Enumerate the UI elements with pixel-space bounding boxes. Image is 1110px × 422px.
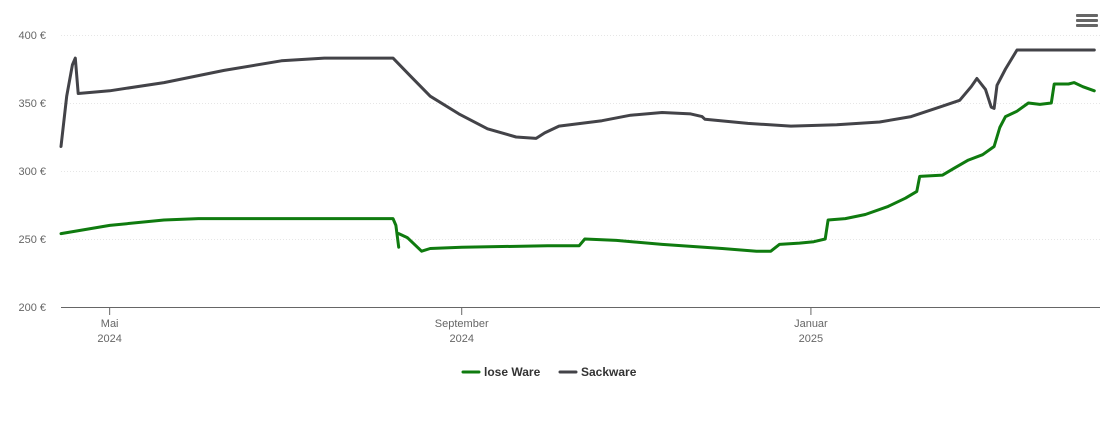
x-tick-label-year: 2024: [449, 333, 473, 345]
x-tick-label-year: 2024: [97, 333, 121, 345]
legend-item-lose-ware[interactable]: lose Ware: [461, 365, 541, 379]
legend[interactable]: lose Ware Sackware: [461, 365, 637, 379]
menu-bar-bottom: [1076, 24, 1098, 27]
legend-label: lose Ware: [484, 365, 541, 379]
x-tick-label-month: September: [435, 318, 489, 330]
y-tick-label: 200 €: [18, 302, 46, 314]
series-line-sackware[interactable]: [59, 48, 1096, 148]
series-line-lose-ware[interactable]: [397, 81, 1096, 253]
y-tick-label: 400 €: [18, 30, 46, 42]
legend-label: Sackware: [581, 365, 637, 379]
series-line-lose-ware[interactable]: [59, 217, 401, 249]
grid: 200 € 250 € 300 € 350 € 400 €: [18, 30, 1100, 314]
hamburger-menu-icon[interactable]: [1076, 12, 1098, 32]
x-tick-label-month: Mai: [101, 318, 119, 330]
series-layer: [59, 48, 1096, 253]
x-tick-label-month: Januar: [794, 318, 828, 330]
x-tick-label-year: 2025: [799, 333, 823, 345]
legend-item-sackware[interactable]: Sackware: [558, 365, 637, 379]
y-tick-label: 300 €: [18, 166, 46, 178]
menu-bar-top: [1076, 14, 1098, 17]
y-tick-label: 350 €: [18, 98, 46, 110]
x-axis: Mai 2024 September 2024 Januar 2025: [97, 307, 828, 345]
menu-bar-middle: [1076, 19, 1098, 22]
y-tick-label: 250 €: [18, 234, 46, 246]
